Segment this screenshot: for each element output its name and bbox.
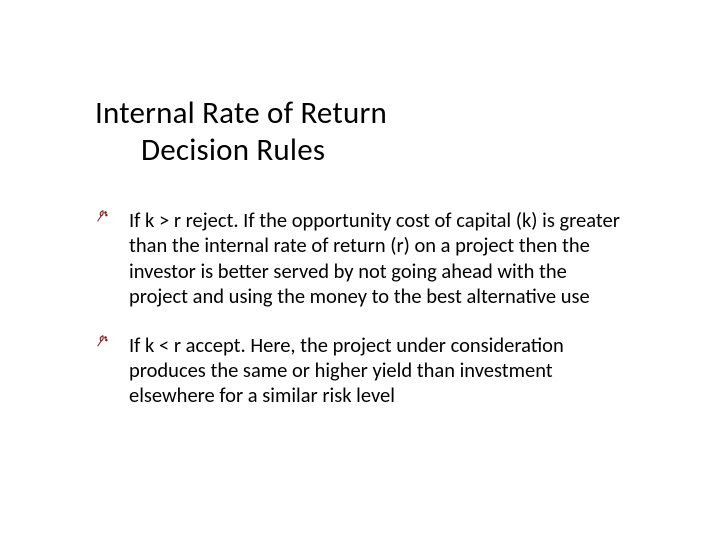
bullet-text: If k < r accept. Here, the project under… (129, 332, 564, 408)
bullet-text: If k > r reject. If the opportunity cost… (129, 207, 620, 309)
bullet-list: If k > r reject. If the opportunity cost… (95, 208, 630, 408)
leaf-stem-icon (95, 209, 111, 225)
title-line-1: Internal Rate of Return (95, 95, 630, 132)
title-line-2: Decision Rules (95, 132, 630, 169)
slide: Internal Rate of Return Decision Rules I… (0, 0, 720, 540)
list-item: If k < r accept. Here, the project under… (95, 333, 630, 409)
leaf-stem-icon (95, 334, 111, 350)
page-title: Internal Rate of Return Decision Rules (95, 95, 630, 168)
list-item: If k > r reject. If the opportunity cost… (95, 208, 630, 309)
